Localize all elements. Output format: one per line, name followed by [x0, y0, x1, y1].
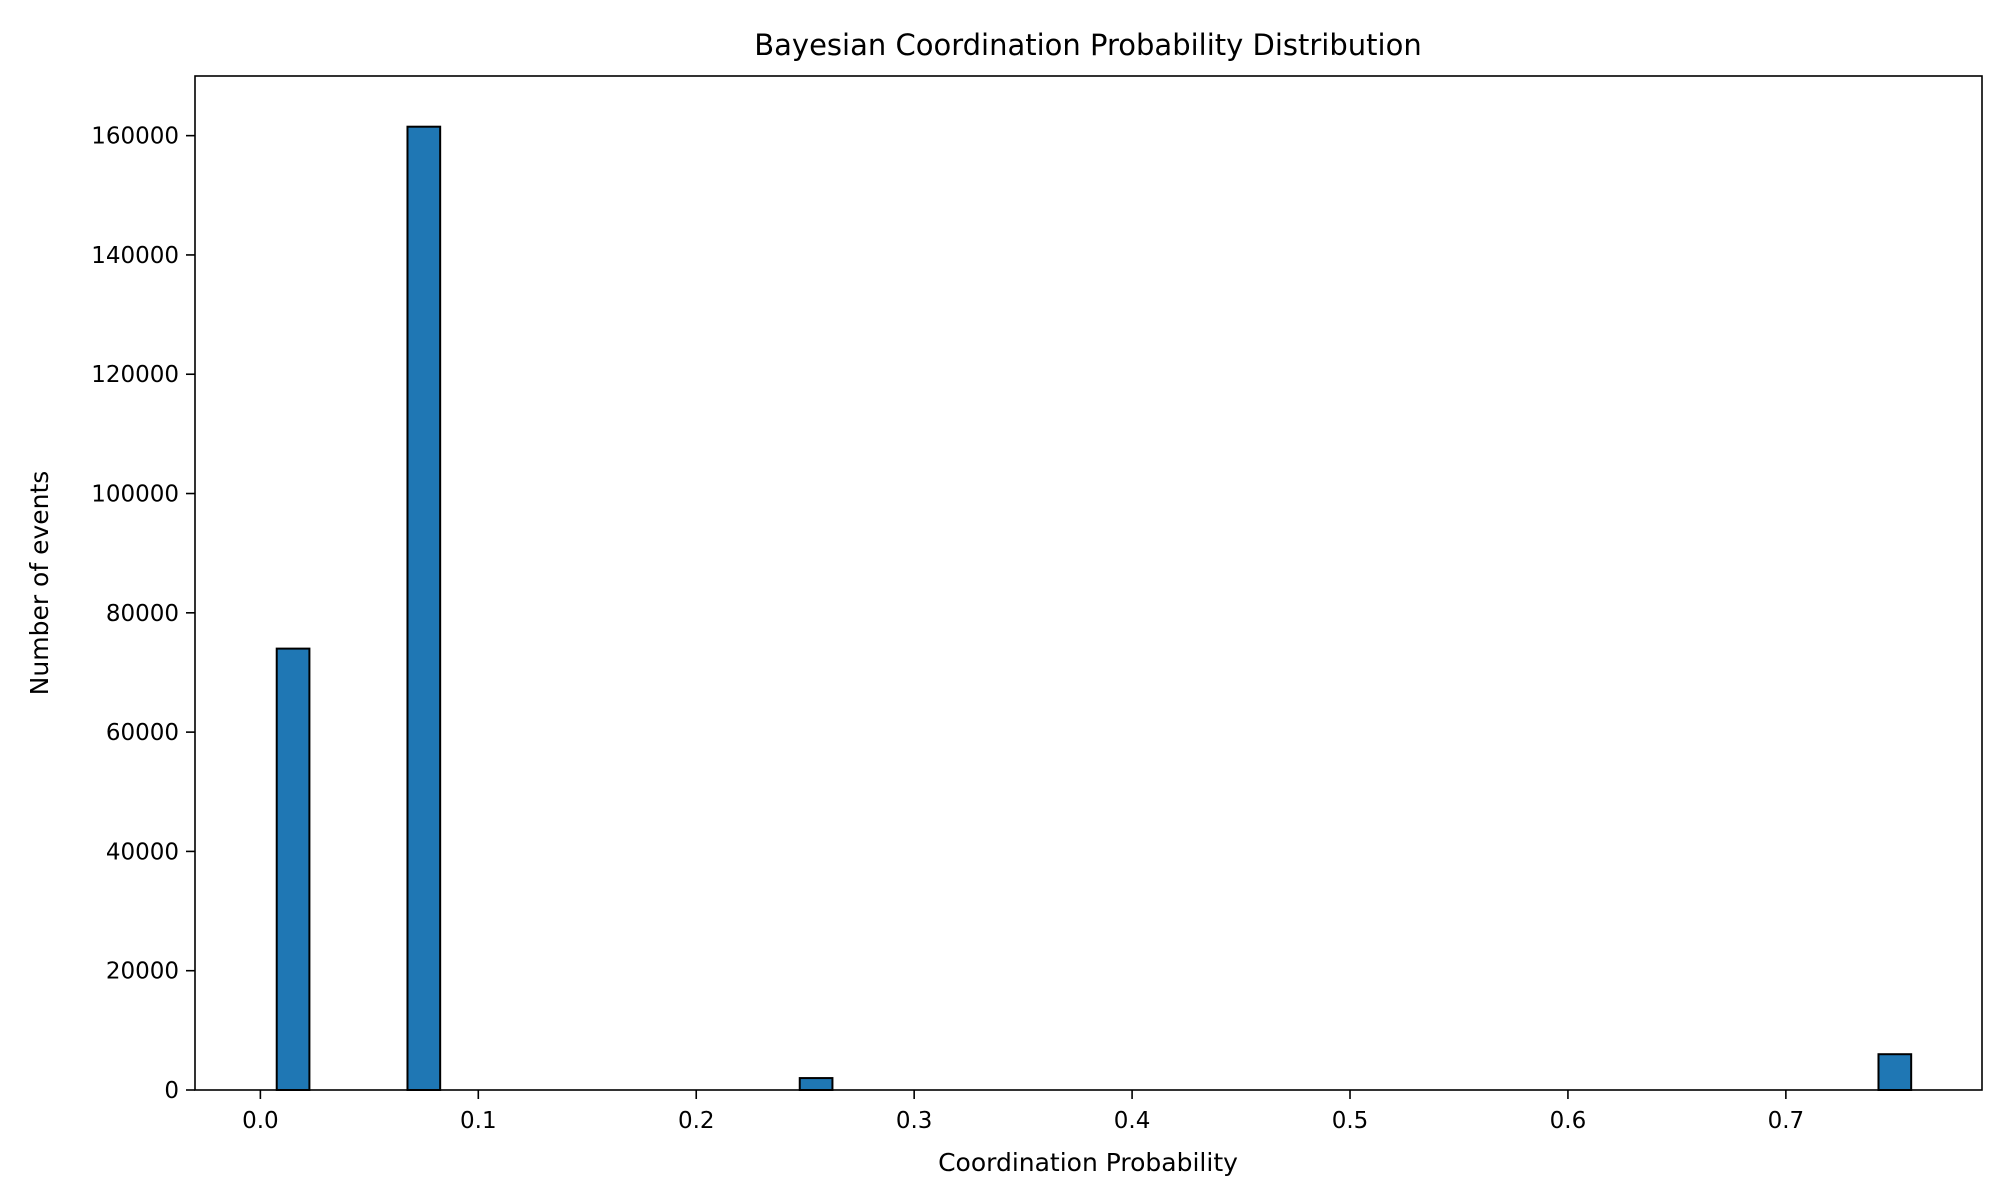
- y-tick-label: 100000: [91, 482, 179, 508]
- x-axis: 0.0 0.1 0.2 0.3 0.4 0.5 0.6 0.7: [242, 1090, 1804, 1134]
- y-tick-label: 60000: [106, 720, 179, 746]
- bars-layer: [275, 125, 1913, 1092]
- histogram-bar-3: [798, 1077, 834, 1091]
- y-tick-label: 80000: [106, 601, 179, 627]
- x-tick-label: 0.1: [460, 1108, 497, 1134]
- x-axis-label: Coordination Probability: [938, 1148, 1238, 1177]
- x-tick-label: 0.0: [242, 1108, 279, 1134]
- histogram-bar-4: [1877, 1053, 1913, 1092]
- chart-title: Bayesian Coordination Probability Distri…: [754, 28, 1421, 62]
- y-axis-label: Number of events: [25, 471, 54, 696]
- x-tick-label: 0.5: [1332, 1108, 1369, 1134]
- x-tick-label: 0.7: [1768, 1108, 1805, 1134]
- y-tick-label: 140000: [91, 243, 179, 269]
- y-tick-label: 20000: [106, 959, 179, 985]
- x-tick-label: 0.2: [678, 1108, 715, 1134]
- y-axis: 0 20000 40000 60000 80000 100000 120000 140000 1…: [91, 124, 195, 1104]
- x-tick-label: 0.3: [896, 1108, 933, 1134]
- plot-background: [195, 76, 1982, 1090]
- x-tick-label: 0.4: [1114, 1108, 1151, 1134]
- plot-frame: [194, 75, 1983, 1091]
- y-tick-label: 120000: [91, 362, 179, 388]
- x-tick-label: 0.6: [1550, 1108, 1587, 1134]
- y-tick-label: 0: [164, 1078, 179, 1104]
- y-tick-label: 160000: [91, 124, 179, 150]
- histogram-bar-2: [406, 125, 442, 1091]
- histogram-bar-1: [275, 647, 311, 1091]
- plot-area: [194, 75, 1983, 1092]
- y-tick-label: 40000: [106, 839, 179, 865]
